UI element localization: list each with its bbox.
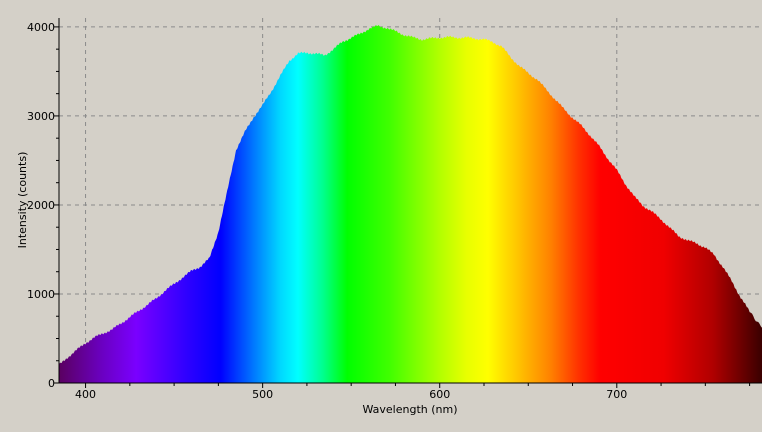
x-tick-label-700: 700 [606, 388, 627, 401]
y-axis-label: Intensity (counts) [16, 152, 29, 249]
spectrum-area [59, 25, 762, 383]
x-tick-label-500: 500 [252, 388, 273, 401]
x-tick-label-600: 600 [429, 388, 450, 401]
y-tick-label-1000: 1000 [27, 288, 55, 301]
axis-tick-labels: 400 500 600 700 0 1000 2000 3000 4000 [27, 21, 627, 401]
x-tick-label-400: 400 [75, 388, 96, 401]
x-axis-label: Wavelength (nm) [362, 403, 457, 416]
y-tick-label-2000: 2000 [27, 199, 55, 212]
y-tick-label-4000: 4000 [27, 21, 55, 34]
axis-ticks [54, 26, 751, 388]
y-tick-label-3000: 3000 [27, 110, 55, 123]
y-tick-label-0: 0 [48, 377, 55, 390]
